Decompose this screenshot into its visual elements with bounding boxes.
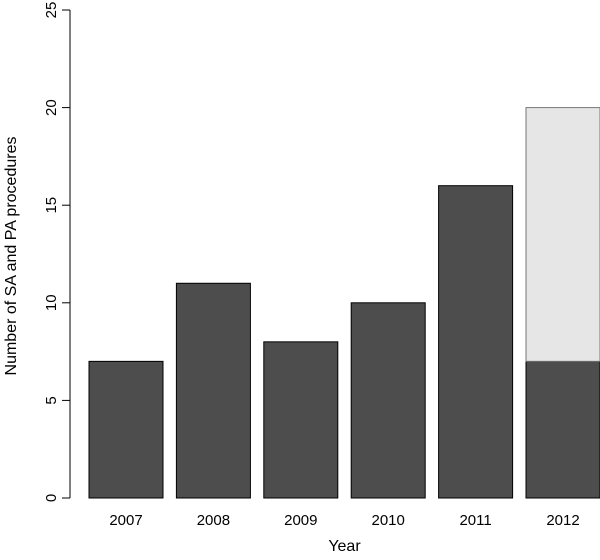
y-axis-title: Number of SA and PA procedures — [3, 137, 20, 376]
bar-2011-segment-1 — [438, 185, 514, 499]
bar-2012-segment-1 — [525, 360, 600, 499]
y-tick-label: 5 — [43, 396, 60, 404]
y-tick-label: 20 — [43, 99, 60, 116]
bars-group — [88, 107, 600, 499]
x-tick-label: 2008 — [197, 512, 230, 529]
bar-2008-segment-1 — [175, 282, 251, 499]
y-ticks-group: 0 5 10 15 20 25 — [43, 2, 70, 502]
bar-2009-segment-1 — [263, 341, 339, 499]
y-tick-label: 25 — [43, 2, 60, 19]
x-axis-title: Year — [328, 538, 361, 555]
x-tick-label: 2011 — [459, 512, 491, 529]
bar-2007-segment-1 — [88, 360, 164, 499]
bar-2010-segment-1 — [350, 302, 426, 499]
y-tick-label: 0 — [43, 494, 60, 502]
x-tick-label: 2012 — [546, 512, 579, 529]
x-tick-label: 2010 — [372, 512, 405, 529]
y-tick-label: 10 — [43, 294, 60, 311]
bar-2012-segment-2 — [525, 107, 600, 362]
x-tick-label: 2009 — [284, 512, 317, 529]
y-tick-label: 15 — [43, 197, 60, 214]
x-labels-group: 2007 2008 2009 2010 2011 2012 — [109, 512, 579, 529]
x-tick-label: 2007 — [109, 512, 142, 529]
